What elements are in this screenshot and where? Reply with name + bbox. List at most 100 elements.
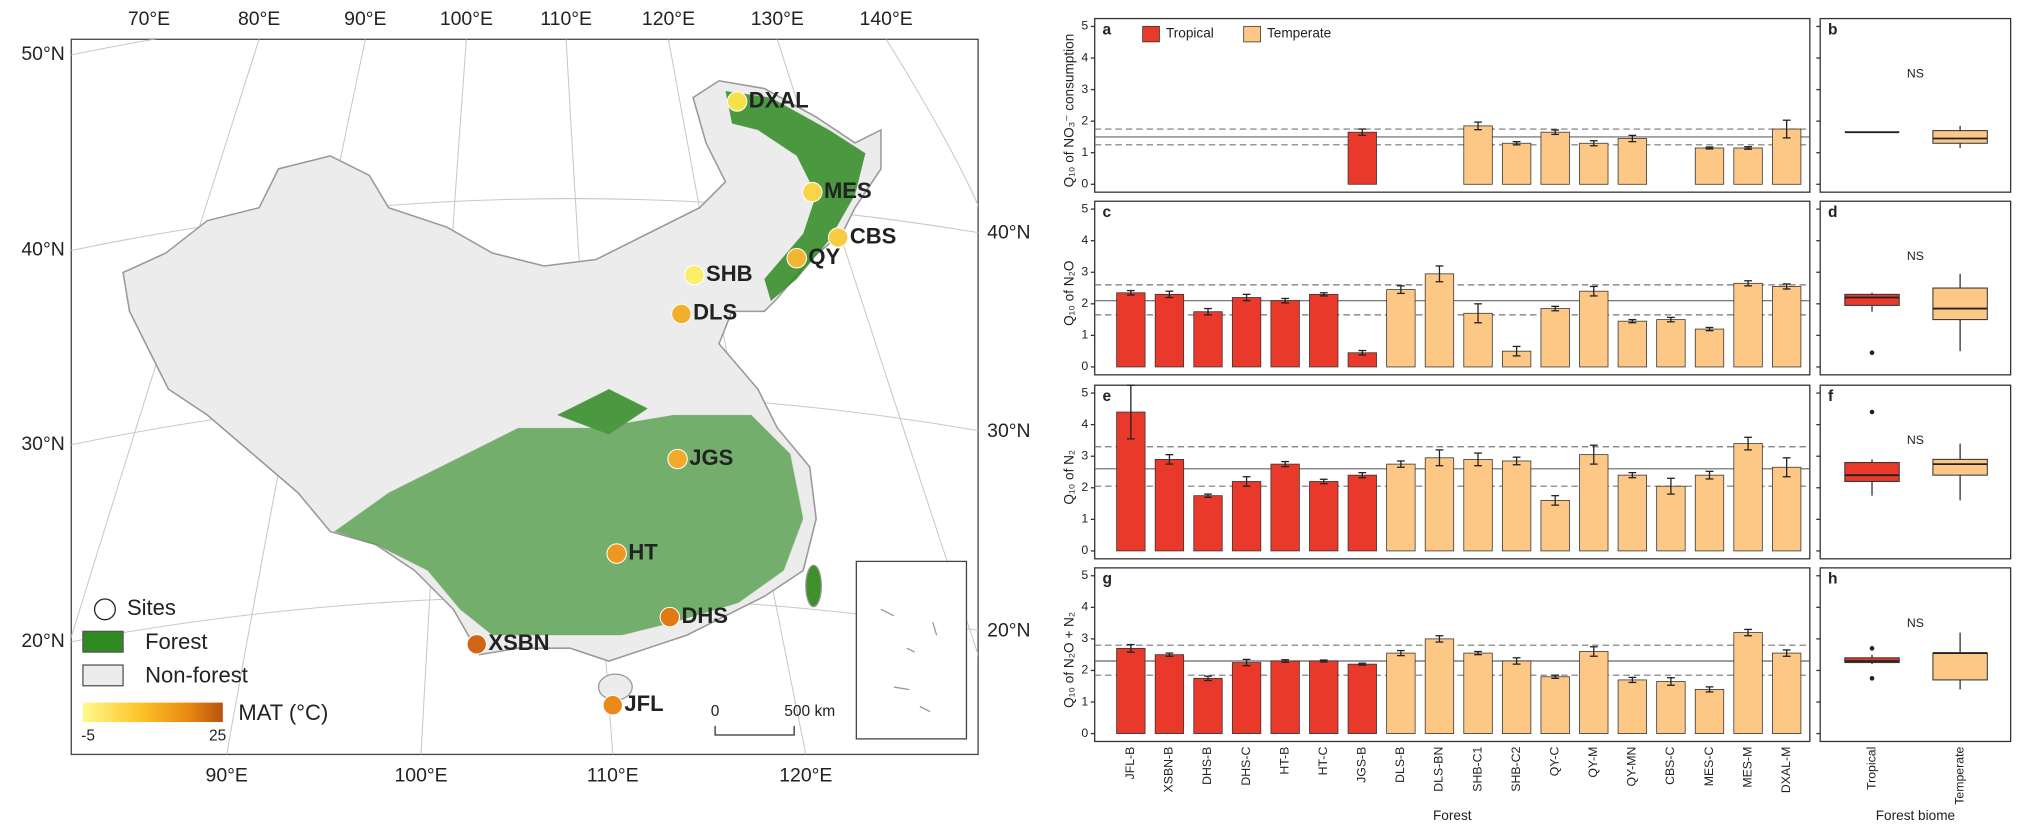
lon-label: 100°E [394,765,447,787]
error-bar [1474,303,1482,324]
y-tick-label: 3 [1081,82,1088,96]
error-bar [1242,658,1251,667]
bar [1193,677,1223,734]
panel-letter: d [1828,204,1838,221]
x-tick-label: SHB-C1 [1470,747,1484,792]
lat-label: 30°N [987,420,1030,442]
mat-min: -5 [81,727,95,744]
box [1932,458,1988,476]
y-axis-label: Q₁₀ of N₂O + N₂ [1062,612,1077,708]
bar [1772,286,1802,368]
x-tick-label: CBS-C [1663,747,1677,785]
bar [1617,138,1647,185]
bar [1154,458,1185,552]
error-bar [1435,635,1444,643]
error-bar [1628,134,1637,143]
error-bar [1589,646,1598,657]
site-label: HT [628,539,658,564]
bar [1309,481,1339,552]
bar [1733,443,1763,552]
bar [1386,463,1416,552]
mat-max: 25 [209,727,226,744]
bar [1154,293,1185,368]
error-bar [1281,659,1290,663]
error-bar [1744,146,1752,150]
panel-letter: f [1828,388,1834,405]
error-bar [1204,307,1212,316]
outlier [1869,350,1875,356]
site-marker [659,606,681,628]
error-bar [1512,141,1521,146]
lon-label: 80°E [238,8,280,30]
x-tick-label: HT-C [1316,747,1330,776]
site-marker [827,227,849,248]
bar [1347,663,1377,734]
error-bar [1358,471,1367,479]
site-label: JGS [689,445,733,470]
bar [1116,647,1146,734]
error-bar [1589,444,1598,465]
panel-frame [1094,17,1811,193]
x-tick-label: DXAL-M [1779,747,1793,793]
bar [1270,300,1300,368]
lon-label: 120°E [642,8,695,30]
lon-label: 90°E [344,8,386,30]
y-tick-label: 4 [1081,233,1088,247]
scale-start: 0 [711,703,720,720]
lon-label: 110°E [587,765,639,787]
error-bar [1744,280,1752,287]
error-bar [1281,297,1290,304]
y-tick-label: 5 [1081,201,1088,215]
error-bar [1782,649,1791,657]
x-axis-label: Forest biome [1876,808,1955,823]
lon-label: 130°E [751,8,804,30]
bar [1154,654,1185,734]
error-bar [1744,436,1752,451]
lon-label: 120°E [779,765,832,787]
map: 0 500 km Sites Forest Non-forest MAT (°C… [21,8,1030,787]
bar [1617,679,1647,734]
x-tick-label: SHB-C2 [1509,747,1523,792]
box [1932,652,1988,681]
site-marker [606,543,627,564]
bar [1501,142,1532,185]
site-label: XSBN [488,630,549,655]
site-marker [786,248,807,269]
x-tick-label: QY-C [1547,747,1561,777]
y-tick-label: 4 [1081,50,1088,64]
bar [1579,142,1609,185]
error-bar [1512,345,1521,357]
legend-sites: Sites [127,595,176,620]
bar [1347,131,1377,185]
panel-frame [1094,384,1811,560]
error-bar [1705,326,1714,332]
outlier [1869,646,1875,651]
annotation: NS [1907,249,1924,263]
x-tick-label: DLS-BN [1432,747,1446,792]
lat-label: 20°N [987,619,1030,641]
error-bar [1628,471,1637,479]
legend-mat: MAT (°C) [238,700,328,725]
y-tick-label: 2 [1081,296,1088,310]
panel-letter: a [1102,21,1111,38]
panel-frame [1094,200,1811,376]
bar [1540,500,1570,552]
error-bar [1358,128,1367,137]
y-axis-label: Q₁₀ of N₂O [1062,261,1077,326]
error-bar [1551,495,1560,506]
site-marker [726,91,748,112]
error-bar [1242,476,1251,487]
error-bar [1396,649,1405,657]
x-tick-label: Temperate [1952,747,1966,805]
bar [1694,147,1725,185]
annotation: NS [1907,433,1924,447]
error-bar [1474,121,1482,131]
bar [1540,131,1570,185]
bar [1231,297,1262,368]
error-bar [1667,316,1675,323]
x-tick-label: DHS-C [1239,747,1253,786]
error-bar [1782,119,1791,139]
error-bar [1435,449,1444,467]
error-bar [1589,140,1598,147]
